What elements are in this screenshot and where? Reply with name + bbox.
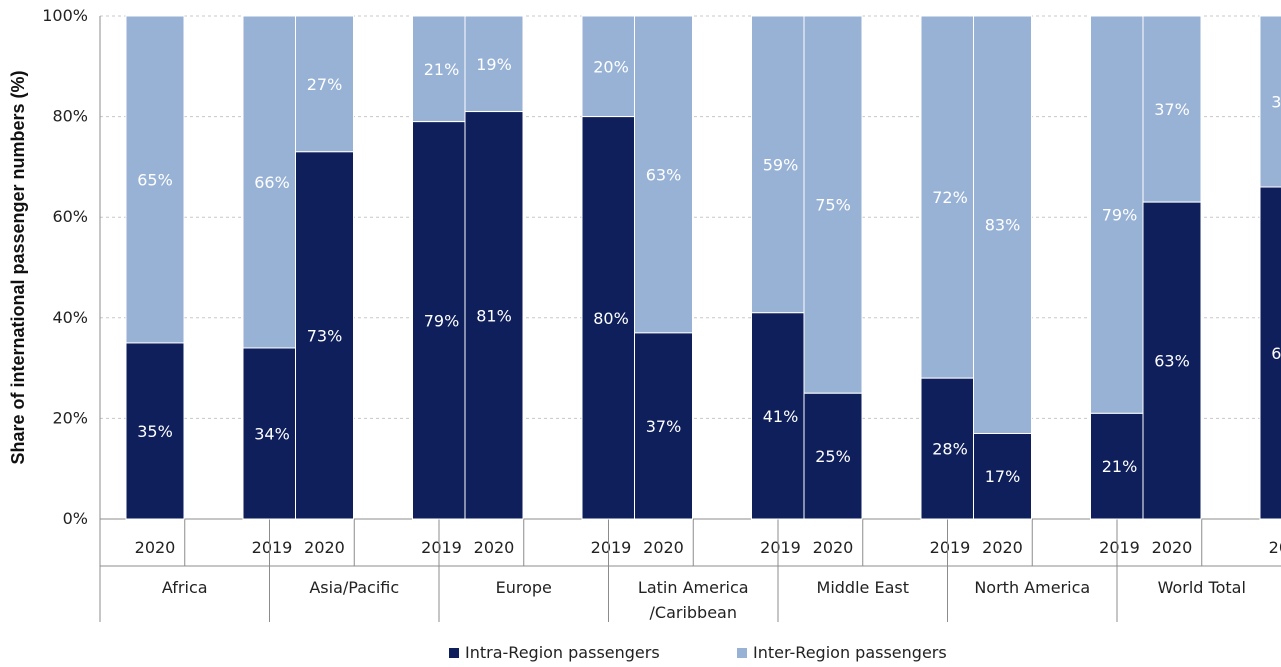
category-label: Asia/Pacific	[309, 578, 399, 597]
inter-value-label: 66%	[254, 173, 290, 192]
y-tick-label: 80%	[52, 107, 88, 126]
inter-region-bar	[634, 15, 693, 334]
intra-value-label: 80%	[593, 309, 629, 328]
year-label: 2020	[813, 538, 854, 557]
intra-region-bar	[973, 432, 1032, 520]
inter-region-bar	[125, 15, 185, 344]
inter-region-bar	[1142, 15, 1202, 203]
intra-value-label: 34%	[254, 424, 290, 443]
inter-region-bar	[803, 15, 863, 394]
intra-region-bar	[920, 377, 980, 520]
inter-value-label: 37%	[1154, 100, 1190, 119]
inter-value-label: 34%	[1271, 93, 1281, 112]
legend-label-intra: Intra-Region passengers	[465, 643, 660, 662]
bars-layer	[125, 15, 1281, 520]
intra-region-bar	[751, 312, 810, 520]
intra-value-label: 41%	[763, 407, 799, 426]
axis-layer: 0% 20% 40% 60% 80% 100% Share of international…	[8, 6, 1281, 622]
category-label: Latin America/Caribbean	[638, 578, 749, 622]
legend-swatch-intra	[449, 648, 459, 658]
inter-value-label: 19%	[476, 55, 512, 74]
year-label: 2019	[252, 538, 293, 557]
legend-swatch-inter	[737, 648, 747, 658]
intra-region-bar	[242, 347, 302, 520]
intra-value-label: 21%	[1102, 457, 1138, 476]
labels-layer: 65% 35% 66% 34% 27% 73% 21% 79% 19% 81% 20% 80% 63% 3…	[137, 55, 1281, 486]
inter-region-bar	[295, 15, 354, 153]
intra-value-label: 73%	[307, 326, 343, 345]
intra-value-label: 28%	[932, 440, 968, 459]
intra-region-bar	[1142, 201, 1202, 520]
inter-region-bar	[1259, 15, 1281, 188]
intra-region-bar	[1259, 186, 1281, 520]
intra-value-label: 79%	[424, 311, 460, 330]
inter-value-label: 21%	[424, 60, 460, 79]
year-label: 2019	[1099, 538, 1140, 557]
intra-region-bar	[634, 332, 693, 520]
category-label: Africa	[162, 578, 208, 597]
year-label: 2019	[930, 538, 971, 557]
year-label: 2020	[982, 538, 1023, 557]
category-label-line: Latin America	[638, 578, 749, 597]
intra-value-label: 17%	[985, 467, 1021, 486]
category-label: Europe	[496, 578, 552, 597]
legend-label-inter: Inter-Region passengers	[753, 643, 947, 662]
y-tick-label: 0%	[63, 509, 88, 528]
intra-region-bar	[803, 392, 863, 520]
inter-region-bar	[412, 15, 471, 123]
year-label: 2020	[474, 538, 515, 557]
category-label: World Total	[1158, 578, 1246, 597]
year-label: 2020	[643, 538, 684, 557]
inter-region-bar	[464, 15, 524, 113]
intra-region-bar	[412, 121, 471, 520]
inter-value-label: 59%	[763, 155, 799, 174]
year-label: 2019	[591, 538, 632, 557]
intra-value-label: 63%	[1154, 352, 1190, 371]
year-label: 2019	[760, 538, 801, 557]
intra-value-label: 25%	[815, 447, 851, 466]
inter-value-label: 63%	[646, 165, 682, 184]
intra-value-label: 81%	[476, 306, 512, 325]
inter-value-label: 83%	[985, 216, 1021, 235]
legend: Intra-Region passengers Inter-Region pass…	[449, 643, 947, 662]
inter-region-bar	[751, 15, 810, 314]
inter-value-label: 79%	[1102, 206, 1138, 225]
category-label-line: /Caribbean	[650, 603, 738, 622]
intra-region-bar	[464, 111, 524, 520]
year-label: 2020	[304, 538, 345, 557]
category-label: North America	[974, 578, 1090, 597]
inter-region-bar	[973, 15, 1032, 434]
inter-value-label: 65%	[137, 170, 173, 189]
intra-value-label: 37%	[646, 417, 682, 436]
inter-value-label: 20%	[593, 57, 629, 76]
intra-region-bar	[295, 151, 354, 520]
inter-value-label: 27%	[307, 75, 343, 94]
inter-region-bar	[920, 15, 980, 379]
y-tick-label: 20%	[52, 408, 88, 427]
y-tick-label: 100%	[42, 6, 88, 25]
intra-value-label: 35%	[137, 422, 173, 441]
intra-region-bar	[125, 342, 185, 520]
year-label: 2019	[1269, 538, 1281, 557]
intra-region-bar	[581, 116, 641, 520]
inter-value-label: 72%	[932, 188, 968, 207]
y-tick-label: 60%	[52, 207, 88, 226]
intra-value-label: 66%	[1271, 344, 1281, 363]
year-label: 2019	[421, 538, 462, 557]
year-label: 2020	[135, 538, 176, 557]
y-tick-label: 40%	[52, 308, 88, 327]
year-label: 2020	[1152, 538, 1193, 557]
inter-value-label: 75%	[815, 196, 851, 215]
inter-region-bar	[581, 15, 641, 118]
category-label: Middle East	[817, 578, 909, 597]
y-axis-title: Share of international passenger numbers…	[8, 70, 28, 464]
